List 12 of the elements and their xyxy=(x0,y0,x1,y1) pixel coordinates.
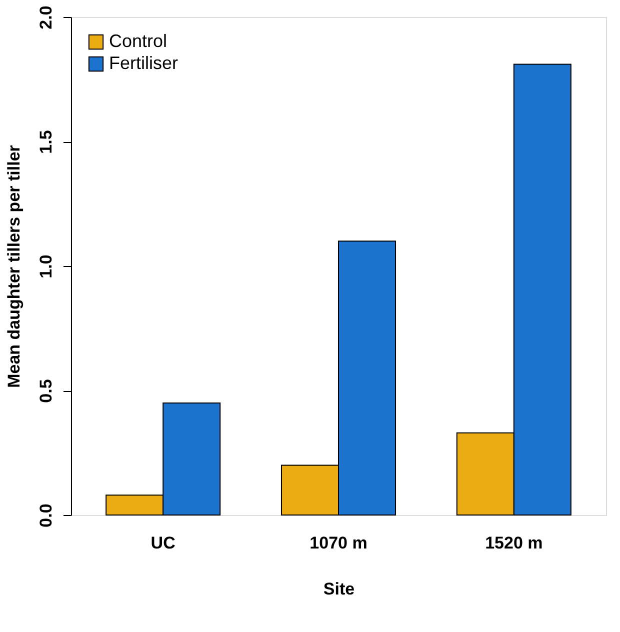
x-axis-title: Site xyxy=(323,580,355,598)
y-tick-label: 1.5 xyxy=(36,130,56,154)
y-axis-title: Mean daughter tillers per tiller xyxy=(4,144,24,388)
y-tick-label: 0.5 xyxy=(36,379,56,403)
x-tick-label: UC xyxy=(150,534,176,552)
y-tick-label: 1.0 xyxy=(36,254,56,278)
y-tick-label: 0.0 xyxy=(36,504,56,528)
legend-label: Fertiliser xyxy=(109,53,178,73)
x-tick-label: 1070 m xyxy=(310,534,368,552)
legend-label: Control xyxy=(109,31,168,51)
x-tick-label: 1520 m xyxy=(485,534,543,552)
y-tick-label: 2.0 xyxy=(36,6,56,30)
